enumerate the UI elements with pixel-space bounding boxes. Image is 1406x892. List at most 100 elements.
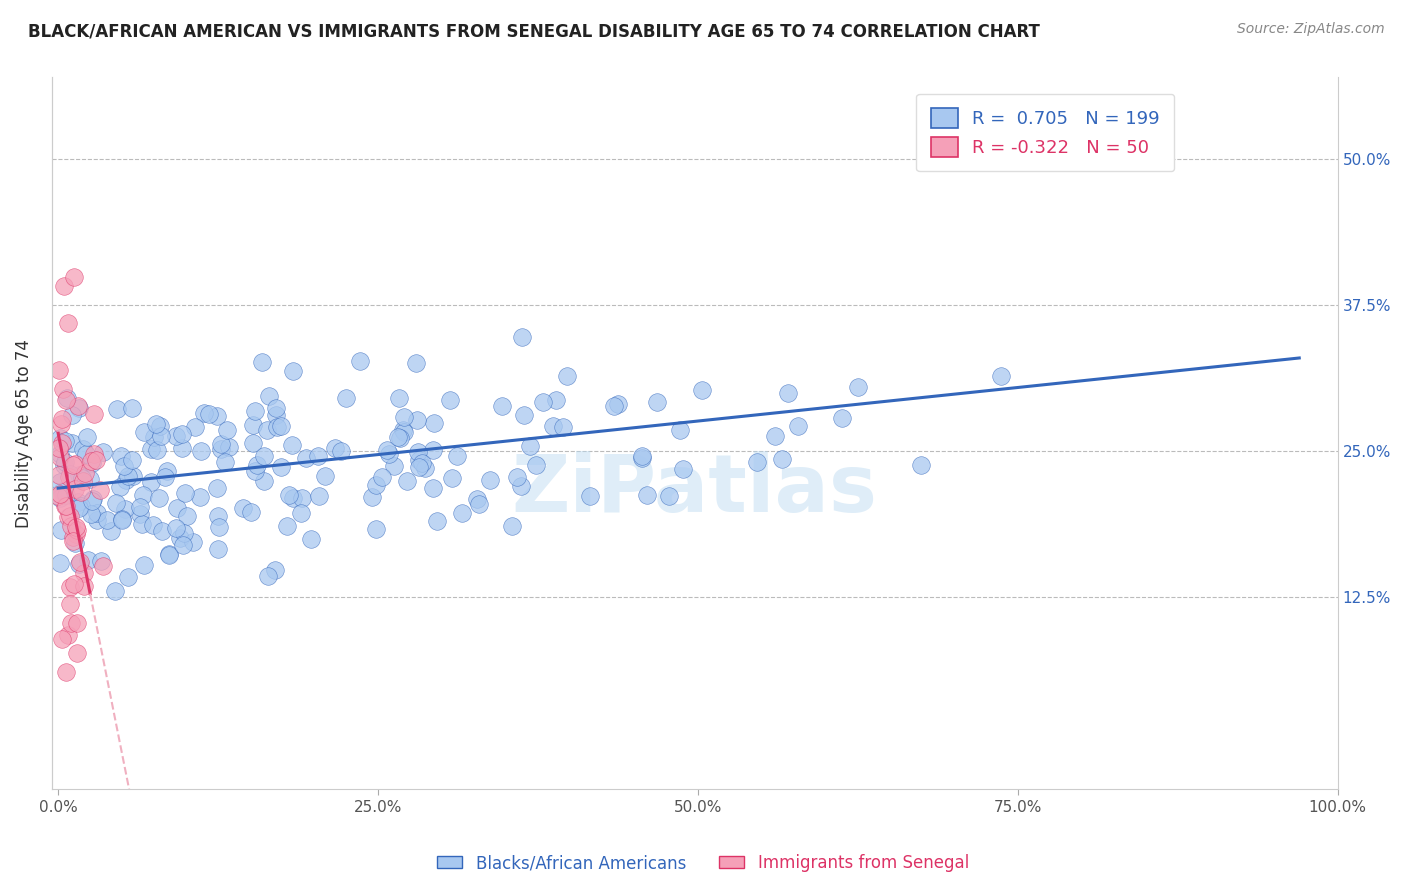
Point: [48, 363, 70, 377]
Point: [218, 440, 240, 454]
Point: [83, 407, 105, 421]
Point: [408, 453, 430, 467]
Point: [551, 420, 574, 434]
Point: [579, 489, 602, 503]
Point: [405, 413, 427, 427]
Point: [377, 443, 399, 458]
Point: [112, 458, 135, 473]
Point: [422, 416, 444, 430]
Point: [209, 437, 232, 451]
Point: [131, 516, 153, 531]
Text: Source: ZipAtlas.com: Source: ZipAtlas.com: [1237, 22, 1385, 37]
Point: [53, 499, 76, 513]
Point: [67, 401, 90, 415]
Point: [763, 428, 786, 442]
Point: [281, 438, 304, 452]
Point: [59, 467, 82, 482]
Point: [82, 492, 104, 507]
Point: [110, 449, 132, 463]
Point: [253, 475, 276, 489]
Point: [55, 665, 77, 679]
Point: [86, 506, 108, 520]
Point: [510, 479, 533, 493]
Point: [51, 417, 73, 431]
Point: [108, 480, 131, 494]
Point: [295, 450, 318, 465]
Text: BLACK/AFRICAN AMERICAN VS IMMIGRANTS FROM SENEGAL DISABILITY AGE 65 TO 74 CORREL: BLACK/AFRICAN AMERICAN VS IMMIGRANTS FRO…: [28, 22, 1040, 40]
Legend: R =  0.705   N = 199, R = -0.322   N = 50: R = 0.705 N = 199, R = -0.322 N = 50: [917, 94, 1174, 171]
Point: [77, 552, 100, 566]
Point: [479, 473, 502, 487]
Point: [631, 449, 654, 463]
Point: [910, 458, 932, 473]
Point: [153, 470, 176, 484]
Legend: Blacks/African Americans, Immigrants from Senegal: Blacks/African Americans, Immigrants fro…: [430, 847, 976, 879]
Point: [51, 632, 73, 647]
Point: [630, 451, 652, 466]
Point: [266, 408, 288, 422]
Point: [49, 487, 72, 501]
Point: [105, 496, 128, 510]
Point: [60, 436, 83, 450]
Point: [207, 508, 229, 523]
Point: [129, 500, 152, 515]
Point: [66, 646, 89, 660]
Point: [75, 446, 97, 460]
Point: [166, 521, 188, 535]
Point: [657, 489, 679, 503]
Point: [392, 423, 415, 437]
Point: [49, 491, 72, 505]
Point: [281, 364, 304, 378]
Point: [145, 417, 167, 432]
Point: [519, 439, 541, 453]
Point: [778, 385, 800, 400]
Point: [308, 490, 330, 504]
Point: [361, 490, 384, 504]
Point: [52, 382, 75, 396]
Point: [84, 453, 107, 467]
Point: [67, 557, 90, 571]
Point: [335, 392, 357, 406]
Point: [544, 392, 567, 407]
Point: [80, 454, 103, 468]
Point: [63, 458, 86, 472]
Point: [831, 410, 853, 425]
Point: [264, 563, 287, 577]
Point: [96, 512, 118, 526]
Point: [65, 519, 87, 533]
Point: [149, 418, 172, 433]
Point: [142, 430, 165, 444]
Point: [55, 488, 77, 502]
Point: [111, 513, 134, 527]
Point: [441, 471, 464, 485]
Point: [53, 279, 76, 293]
Point: [526, 458, 548, 472]
Point: [55, 499, 77, 513]
Point: [371, 470, 394, 484]
Point: [392, 425, 415, 439]
Point: [426, 514, 449, 528]
Point: [100, 524, 122, 538]
Point: [242, 436, 264, 450]
Point: [150, 524, 173, 538]
Y-axis label: Disability Age 65 to 74: Disability Age 65 to 74: [15, 339, 32, 528]
Point: [117, 469, 139, 483]
Point: [104, 583, 127, 598]
Point: [73, 579, 96, 593]
Point: [121, 401, 143, 416]
Point: [378, 447, 401, 461]
Point: [246, 458, 269, 472]
Point: [114, 501, 136, 516]
Point: [73, 467, 96, 481]
Point: [172, 441, 194, 455]
Point: [692, 383, 714, 397]
Point: [270, 460, 292, 475]
Point: [491, 399, 513, 413]
Point: [132, 558, 155, 572]
Point: [156, 464, 179, 478]
Point: [142, 517, 165, 532]
Point: [59, 580, 82, 594]
Point: [49, 450, 72, 464]
Point: [382, 459, 405, 474]
Point: [82, 494, 104, 508]
